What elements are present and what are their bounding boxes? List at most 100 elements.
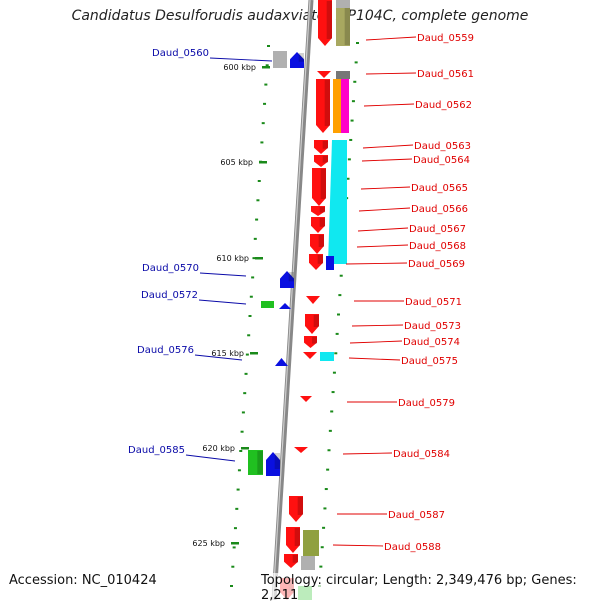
tick-dot <box>256 199 260 202</box>
gene-0565 <box>312 168 326 206</box>
tick-dot <box>248 315 252 317</box>
tick-dot <box>339 274 343 277</box>
tick-dot <box>319 565 323 568</box>
leader-line <box>348 357 401 361</box>
gene-0574-shade <box>312 337 317 344</box>
gene-label-daud_0566: Daud_0566 <box>411 204 468 215</box>
gene-label-daud_0562: Daud_0562 <box>415 100 472 111</box>
gene-0579 <box>300 396 312 402</box>
gene-label-daud_0587: Daud_0587 <box>388 510 445 521</box>
leader-line <box>199 272 247 277</box>
gene-0588 <box>286 527 300 553</box>
tick-dot <box>331 391 335 394</box>
tick-dot <box>261 122 265 125</box>
scale-tick-label: 610 kbp <box>216 254 249 263</box>
gene-0559-band <box>336 0 350 46</box>
tick-dot <box>263 102 267 105</box>
leader-line <box>349 340 403 344</box>
left-tick-dots <box>230 45 270 587</box>
scale-tick-label: 625 kbp <box>192 539 225 548</box>
gene-0589-shade <box>292 555 298 563</box>
accession-text: Accession: NC_010424 <box>9 573 157 588</box>
gene-label-daud_0572: Daud_0572 <box>141 290 198 301</box>
gene-0569-blue-band <box>326 256 334 270</box>
gene-0562-shade <box>324 80 330 126</box>
tick-dot <box>257 180 261 182</box>
gene-label-daud_0569: Daud_0569 <box>408 259 465 270</box>
gene-0567-shade <box>319 218 325 227</box>
tick-dot <box>264 83 268 86</box>
gene-0562-band-orange <box>333 79 341 133</box>
gene-0572-band <box>261 301 274 308</box>
gene-0575-band <box>320 352 334 361</box>
gene-0571 <box>306 296 320 304</box>
gene-0562 <box>316 79 330 133</box>
leader-line <box>365 72 417 75</box>
leader-line <box>362 144 414 149</box>
gene-0589 <box>284 554 298 568</box>
gene-0570 <box>280 271 294 288</box>
gene-0566 <box>311 206 325 216</box>
gene-label-daud_0567: Daud_0567 <box>409 224 466 235</box>
gene-label-daud_0576: Daud_0576 <box>137 345 194 356</box>
scale-tick-mark <box>259 161 267 164</box>
gene-0573-shade <box>313 315 319 327</box>
gene-features <box>248 0 350 600</box>
gene-0569-shade <box>317 255 323 264</box>
gene-0560 <box>290 52 304 68</box>
gene-0585-band-shade <box>257 451 263 474</box>
leader-line <box>345 262 408 265</box>
gene-0568 <box>310 234 324 254</box>
tick-dot <box>240 430 244 433</box>
leader-line <box>342 452 393 455</box>
tick-dot <box>323 507 327 510</box>
gene-0585-band <box>248 450 263 475</box>
leader-line <box>198 299 247 305</box>
scale-tick-label: 615 kbp <box>211 349 244 358</box>
gene-0589-band <box>301 556 315 570</box>
scale-ticks: 600 kbp 605 kbp 610 kbp 615 kbp 620 kbp 625 k… <box>192 42 359 587</box>
tick-dot <box>260 141 264 144</box>
tick-dot <box>328 429 332 432</box>
scale-tick-mark <box>231 542 239 545</box>
scale-tick-mark <box>241 447 249 450</box>
gene-0587 <box>289 496 303 522</box>
right-tick-dots <box>318 42 359 587</box>
gene-label-daud_0559: Daud_0559 <box>417 33 474 44</box>
gene-0566-shade <box>319 207 325 213</box>
gene-0559-cap <box>336 0 350 8</box>
map-title: Candidatus Desulforudis audaxviator MP10… <box>71 8 529 24</box>
gene-0569 <box>309 254 323 270</box>
tick-dot <box>349 138 353 141</box>
tick-dot <box>334 352 338 355</box>
gene-label-daud_0571: Daud_0571 <box>405 297 462 308</box>
gene-0584 <box>294 447 308 453</box>
leader-line <box>185 454 236 462</box>
gene-0562-band-magenta <box>341 79 349 133</box>
gene-0565-shade <box>320 169 326 199</box>
tick-dot <box>320 546 324 549</box>
gene-0561-band <box>336 71 350 79</box>
tick-dot <box>335 332 339 335</box>
genome-backbone <box>271 0 314 600</box>
leader-line <box>365 36 417 41</box>
gene-0559 <box>318 0 332 46</box>
tick-dot <box>231 565 235 568</box>
gene-label-daud_0560: Daud_0560 <box>152 48 209 59</box>
scale-tick-label: 605 kbp <box>220 158 253 167</box>
tick-dot <box>326 468 330 471</box>
tick-dot <box>243 392 247 395</box>
tick-dot <box>230 585 233 587</box>
tick-dot <box>337 313 340 316</box>
tick-dot <box>237 469 241 472</box>
tick-dot <box>247 334 251 337</box>
leader-line <box>363 103 415 107</box>
tick-dot <box>322 526 326 529</box>
scale-tick-label: 600 kbp <box>223 63 256 72</box>
leader-line <box>361 158 413 162</box>
gene-0560-shade <box>298 53 304 62</box>
gene-0564-shade <box>322 156 328 163</box>
gene-0572 <box>279 303 291 309</box>
gene-0563-shade <box>322 141 328 149</box>
